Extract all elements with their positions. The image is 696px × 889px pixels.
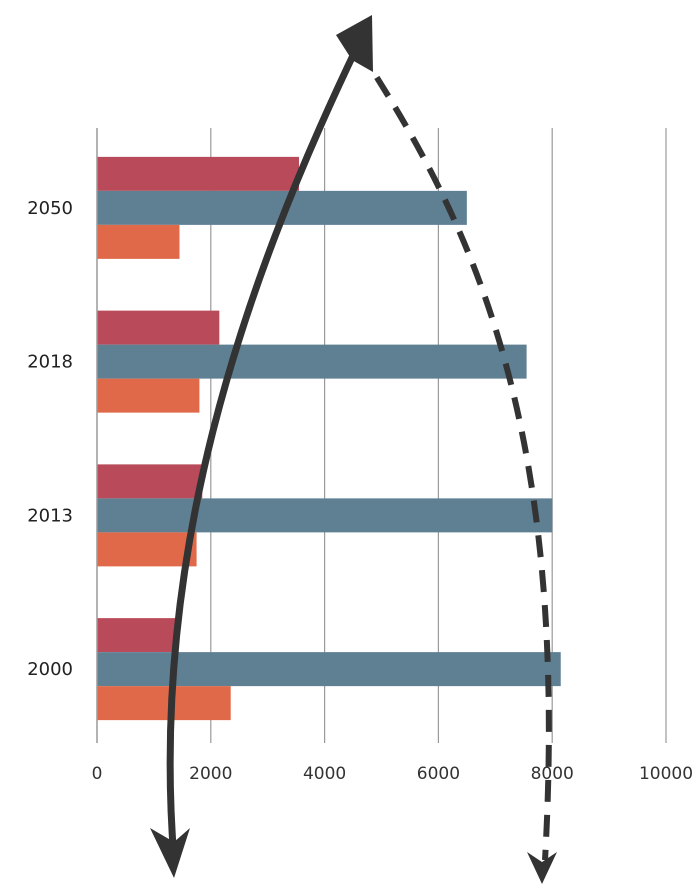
bar-2050-series-3 [97, 224, 180, 259]
bar-2013-series-1 [97, 464, 203, 499]
solid-arrowhead-bottom-icon [150, 828, 190, 878]
x-tick-label: 6000 [417, 764, 460, 784]
dashed-arrowhead-bottom-icon [527, 852, 557, 884]
category-label-2013: 2013 [27, 505, 73, 526]
bar-2018-series-3 [97, 378, 200, 413]
bar-2000-series-1 [97, 618, 177, 653]
x-tick-labels: 0 2000 4000 6000 8000 10000 [92, 764, 693, 784]
category-label-2000: 2000 [27, 659, 73, 680]
bar-2013-series-3 [97, 532, 197, 567]
category-labels: 2000 2013 2018 2050 [27, 198, 73, 680]
bar-2018-series-1 [97, 310, 220, 345]
x-tick-label: 8000 [531, 764, 574, 784]
dashed-curved-arrow [355, 46, 552, 861]
solid-curved-arrow [166, 41, 362, 864]
x-tick-label: 0 [92, 764, 103, 784]
bar-2013-series-2 [97, 498, 553, 533]
x-tick-label: 2000 [189, 764, 232, 784]
category-label-2050: 2050 [27, 198, 73, 219]
bar-2018-series-2 [97, 344, 527, 379]
x-tick-label: 10000 [639, 764, 693, 784]
gridlines [210, 128, 667, 743]
category-label-2018: 2018 [27, 352, 73, 373]
bar-2000-series-2 [97, 652, 561, 687]
annotations [150, 15, 557, 884]
bars [97, 156, 561, 721]
bar-2050-series-1 [97, 156, 299, 191]
bar-2000-series-3 [97, 686, 231, 721]
x-tick-label: 4000 [303, 764, 346, 784]
